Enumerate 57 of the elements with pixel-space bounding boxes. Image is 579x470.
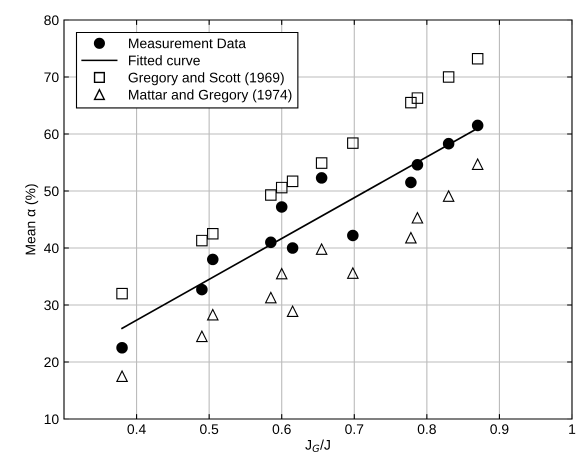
- y-tick-label: 70: [44, 72, 59, 82]
- legend-label: Measurement Data: [129, 38, 246, 48]
- point: [442, 138, 454, 150]
- point: [442, 190, 454, 202]
- point: [405, 176, 417, 188]
- y-tick-label: 20: [44, 357, 59, 368]
- point: [316, 172, 328, 184]
- point: [316, 157, 328, 169]
- point: [265, 236, 277, 248]
- y-tick-label: 40: [44, 243, 59, 254]
- legend-label: Fitted curve: [129, 55, 200, 66]
- point: [276, 182, 288, 194]
- x-tick-label: 0.4: [127, 424, 146, 434]
- point: [196, 330, 208, 342]
- y-tick-label: 60: [44, 129, 59, 140]
- point: [347, 230, 359, 242]
- point: [265, 189, 277, 201]
- point: [412, 212, 424, 224]
- point: [116, 288, 128, 300]
- x-axis-title: J$_{G}$/J: [305, 440, 330, 452]
- x-tick-label: 0.7: [345, 424, 364, 434]
- point: [196, 284, 208, 296]
- x-tick-label: 0.5: [200, 424, 218, 434]
- x-tick-label: 0.6: [272, 424, 291, 434]
- y-tick-label: 30: [44, 300, 59, 310]
- point: [265, 292, 277, 304]
- point: [472, 52, 484, 65]
- legend-label: Gregory and Scott (1969): [128, 72, 284, 86]
- point: [276, 268, 288, 280]
- y-tick-label: 10: [44, 414, 59, 424]
- point: [286, 176, 298, 188]
- point: [412, 159, 424, 171]
- y-axis-title: Mean α (%): [25, 184, 38, 254]
- point: [347, 267, 359, 279]
- x-tick-label: 0.9: [490, 424, 508, 434]
- point: [347, 137, 359, 149]
- point: [442, 71, 454, 83]
- legend-label: Mattar and Gregory (1974): [129, 89, 292, 102]
- point: [116, 370, 128, 382]
- point: [116, 342, 128, 354]
- y-tick-label: 80: [44, 15, 59, 26]
- point: [405, 96, 417, 108]
- point: [207, 308, 219, 320]
- point: [276, 201, 288, 213]
- point: [472, 120, 484, 132]
- point: [286, 242, 298, 254]
- point: [196, 234, 208, 246]
- point: [412, 92, 424, 104]
- y-tick-label: 50: [44, 186, 59, 196]
- point: [405, 232, 417, 244]
- point: [286, 306, 298, 318]
- x-tick-label: 0.8: [418, 424, 436, 434]
- point: [472, 158, 484, 170]
- point: [207, 228, 219, 240]
- x-tick-label: 1: [569, 424, 576, 434]
- point: [316, 243, 328, 255]
- point: [207, 254, 219, 266]
